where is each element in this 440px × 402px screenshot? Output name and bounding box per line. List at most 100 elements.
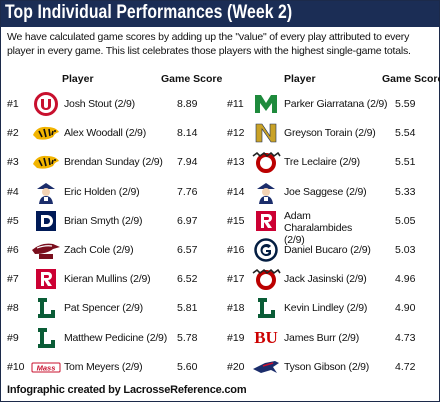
utah-logo xyxy=(31,92,61,116)
game-score: 6.52 xyxy=(177,273,198,286)
rank-label: #14 xyxy=(227,185,245,198)
rank-label: #1 xyxy=(7,98,19,110)
game-score: 4.73 xyxy=(395,331,416,344)
game-score: 7.76 xyxy=(177,185,198,198)
rank-label: #16 xyxy=(227,244,245,256)
rank-label: #6 xyxy=(7,244,19,256)
loyola-logo xyxy=(251,296,281,320)
rank-label: #8 xyxy=(7,302,19,315)
rank-label: #2 xyxy=(7,127,19,140)
rutgers-logo xyxy=(31,267,61,291)
rank-label: #18 xyxy=(227,302,245,315)
header-player-right: Player xyxy=(284,73,316,85)
rank-label: #5 xyxy=(7,214,19,227)
towson-tiger-logo xyxy=(31,150,61,174)
game-score: 4.90 xyxy=(395,302,416,315)
towson-tiger-logo xyxy=(31,121,61,145)
game-score: 5.78 xyxy=(177,331,198,344)
player-name: Tyson Gibson (2/9) xyxy=(284,360,370,373)
ranking-row: #20 Tyson Gibson (2/9) 4.72 xyxy=(227,353,435,383)
ranking-row: #7 Kieran Mullins (2/9) 6.52 xyxy=(7,265,215,295)
player-name: Alex Woodall (2/9) xyxy=(64,127,146,140)
ranking-row: #19 BU James Burr (2/9) 4.73 xyxy=(227,324,435,354)
player-name: Joe Saggese (2/9) xyxy=(284,185,367,198)
footer-credit: Infographic created by LacrosseReference… xyxy=(7,384,247,396)
game-score: 8.89 xyxy=(177,98,198,110)
rank-label: #15 xyxy=(227,214,245,227)
rank-label: #4 xyxy=(7,185,19,198)
header-score-left: Game Score xyxy=(161,73,223,85)
ranking-row: #14 Joe Saggese (2/9) 5.33 xyxy=(227,178,435,208)
navy-logo xyxy=(251,121,281,145)
game-score: 5.81 xyxy=(177,302,198,315)
player-name: Tom Meyers (2/9) xyxy=(64,360,143,373)
rank-label: #10 xyxy=(7,360,25,373)
hawk-logo xyxy=(31,238,61,262)
ranking-row: #12 Greyson Torain (2/9) 5.54 xyxy=(227,119,435,149)
minuteman-logo xyxy=(251,180,281,204)
header-player-left: Player xyxy=(62,73,94,85)
svg-text:BU: BU xyxy=(254,328,278,347)
rank-label: #13 xyxy=(227,156,245,169)
game-score: 6.57 xyxy=(177,244,198,256)
game-score: 4.96 xyxy=(395,273,416,286)
ranking-row: #6 Zach Cole (2/9) 6.57 xyxy=(7,236,215,266)
ranking-row: #11 Parker Giarratana (2/9) 5.59 xyxy=(227,90,435,120)
svg-text:Mass: Mass xyxy=(37,363,56,372)
manhattan-logo xyxy=(251,92,281,116)
jet-logo xyxy=(251,355,281,379)
player-name: Zach Cole (2/9) xyxy=(64,244,134,256)
game-score: 5.33 xyxy=(395,185,416,198)
rank-label: #7 xyxy=(7,273,19,286)
player-name: Adam Charalambides (2/9) xyxy=(284,209,353,246)
ranking-row: #5 Brian Smyth (2/9) 6.97 xyxy=(7,207,215,237)
ranking-row: #16 Daniel Bucaro (2/9) 5.03 xyxy=(227,236,435,266)
game-score: 5.54 xyxy=(395,127,416,140)
player-name: Daniel Bucaro (2/9) xyxy=(284,244,371,256)
header-score-right: Game Score xyxy=(382,73,440,85)
player-name: Tre Leclaire (2/9) xyxy=(284,156,360,169)
page-title: Top Individual Performances (Week 2) xyxy=(5,2,293,23)
bu-logo: BU xyxy=(251,326,281,350)
wordmark-logo: Mass xyxy=(31,355,61,379)
player-name: Matthew Pedicine (2/9) xyxy=(64,331,167,344)
player-name: Parker Giarratana (2/9) xyxy=(284,98,388,110)
player-name: Brian Smyth (2/9) xyxy=(64,214,143,227)
ranking-row: #17 Jack Jasinski (2/9) 4.96 xyxy=(227,265,435,295)
player-name: Jack Jasinski (2/9) xyxy=(284,273,367,286)
game-score: 5.59 xyxy=(395,98,416,110)
player-name: Brendan Sunday (2/9) xyxy=(64,156,163,169)
rank-label: #19 xyxy=(227,331,245,344)
title-bar: Top Individual Performances (Week 2) xyxy=(1,1,439,27)
rank-label: #17 xyxy=(227,273,245,286)
ranking-row: #10 Mass Tom Meyers (2/9) 5.60 xyxy=(7,353,215,383)
rank-label: #11 xyxy=(227,98,244,110)
game-score: 6.97 xyxy=(177,214,198,227)
ranking-row: #1 Josh Stout (2/9) 8.89 xyxy=(7,90,215,120)
player-name: Eric Holden (2/9) xyxy=(64,185,140,198)
ranking-row: #8 Pat Spencer (2/9) 5.81 xyxy=(7,294,215,324)
player-name: James Burr (2/9) xyxy=(284,331,359,344)
rutgers-logo xyxy=(251,209,281,233)
game-score: 7.94 xyxy=(177,156,198,169)
player-name: Pat Spencer (2/9) xyxy=(64,302,143,315)
ranking-row: #15 Adam Charalambides (2/9) 5.05 xyxy=(227,207,435,246)
loyola-logo xyxy=(31,326,61,350)
minuteman-logo xyxy=(31,180,61,204)
ranking-row: #18 Kevin Lindley (2/9) 4.90 xyxy=(227,294,435,324)
game-score: 5.60 xyxy=(177,360,198,373)
duke-logo xyxy=(31,209,61,233)
game-score: 8.14 xyxy=(177,127,198,140)
game-score: 5.05 xyxy=(395,214,416,227)
ranking-row: #9 Matthew Pedicine (2/9) 5.78 xyxy=(7,324,215,354)
player-name: Kieran Mullins (2/9) xyxy=(64,273,151,286)
rank-label: #9 xyxy=(7,331,19,344)
rank-label: #12 xyxy=(227,127,245,140)
game-score: 4.72 xyxy=(395,360,416,373)
ohio-state-logo xyxy=(251,150,281,174)
rank-label: #3 xyxy=(7,156,19,169)
rank-label: #20 xyxy=(227,360,245,373)
ranking-row: #2 Alex Woodall (2/9) 8.14 xyxy=(7,119,215,149)
ohio-state-logo xyxy=(251,267,281,291)
